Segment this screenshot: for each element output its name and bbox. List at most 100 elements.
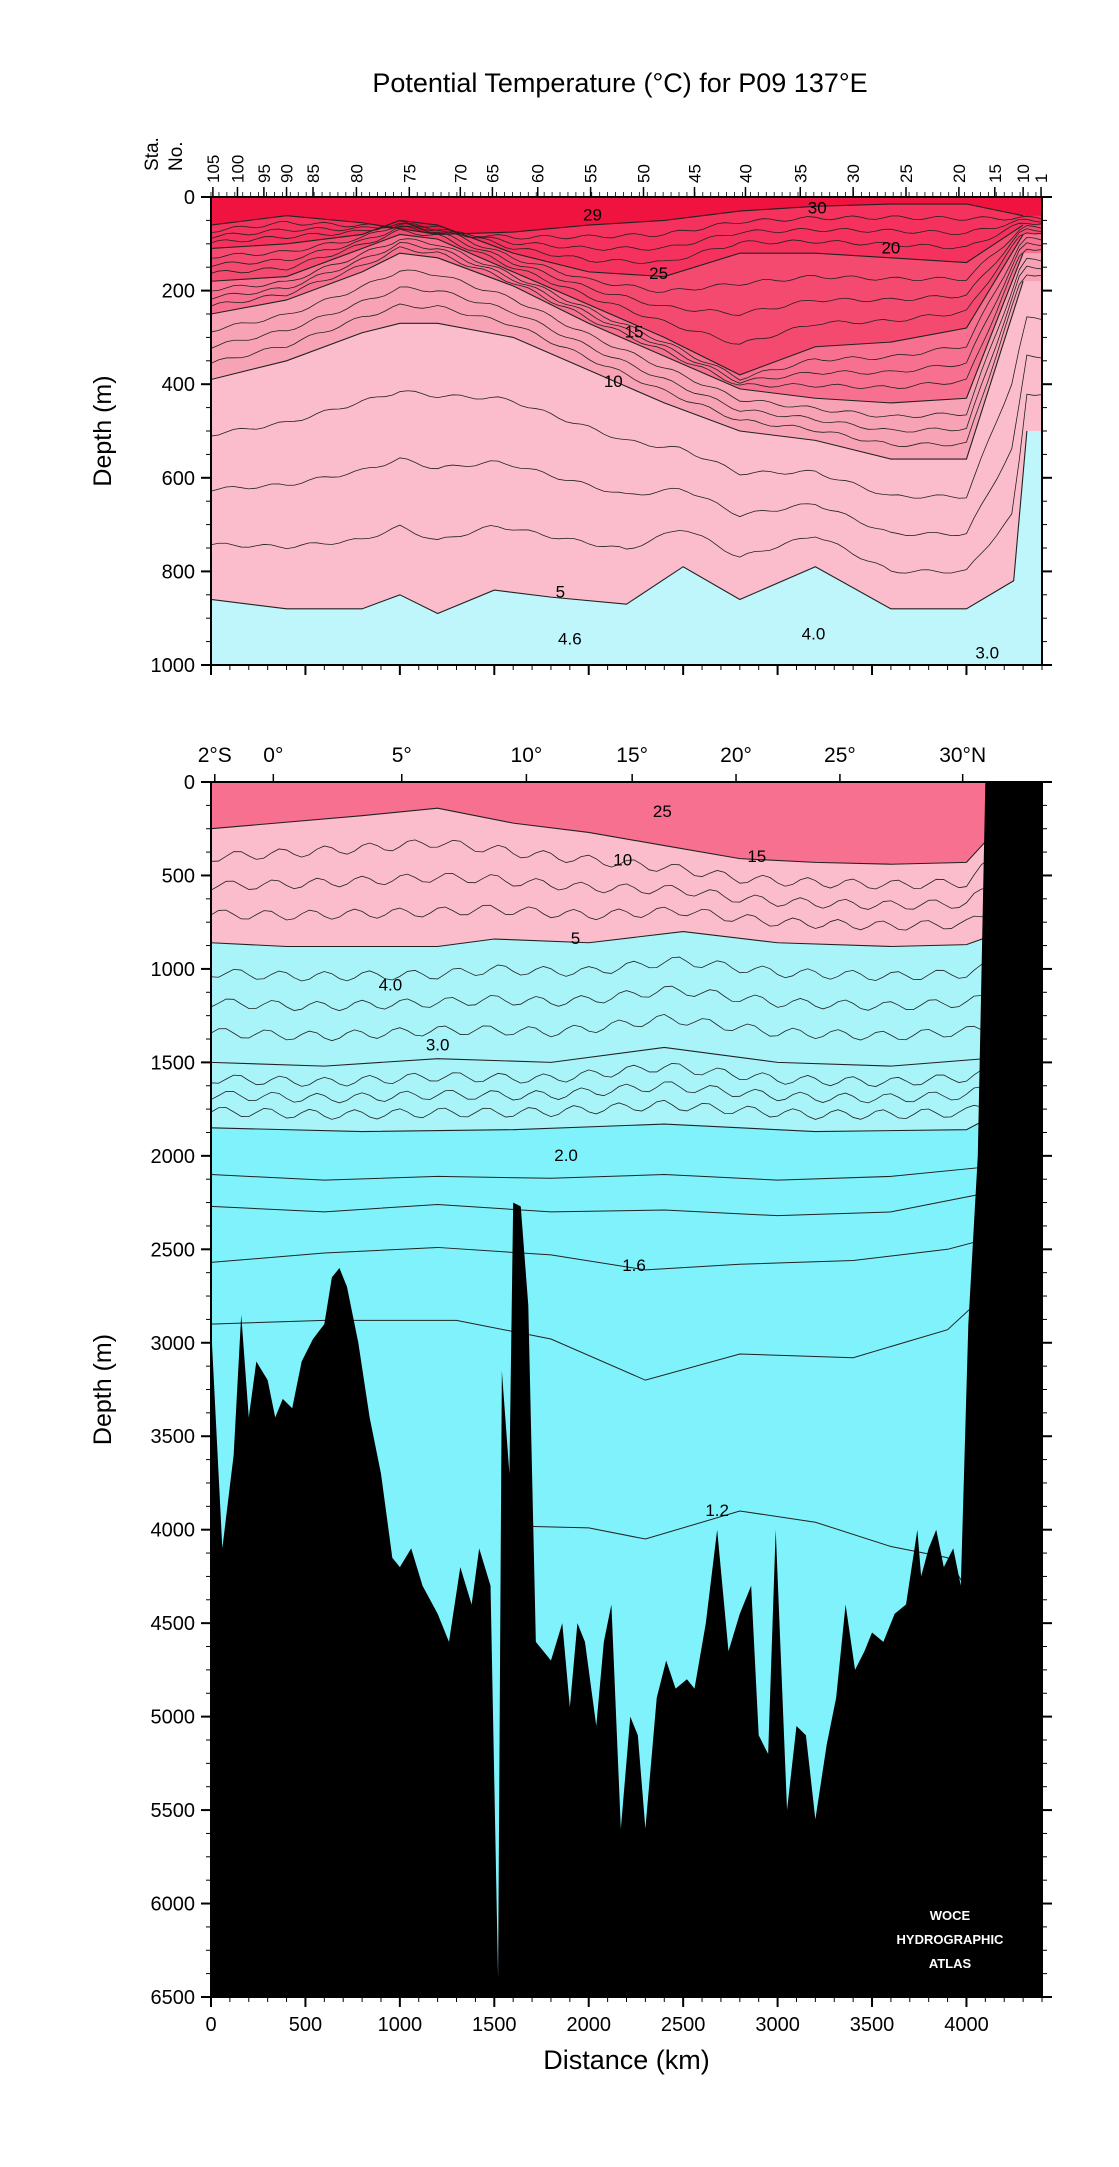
y-tick-label: 6500 bbox=[151, 1987, 196, 2009]
lower-contour-line bbox=[211, 1049, 1042, 1104]
lower-contour-line bbox=[211, 811, 1042, 890]
station-number-label: 70 bbox=[451, 164, 470, 183]
contour-label: 5 bbox=[556, 582, 565, 601]
x-tick-label: 0 bbox=[205, 2014, 216, 2036]
upper-contour-25 bbox=[211, 219, 1024, 278]
y-tick-label: 0 bbox=[184, 772, 195, 794]
x-tick-label: 3000 bbox=[755, 2014, 800, 2036]
station-number-label: 50 bbox=[634, 164, 653, 183]
contour-label: 1.2 bbox=[705, 1501, 729, 1520]
latitude-label: 15° bbox=[616, 744, 648, 767]
station-number-label: 1 bbox=[1032, 174, 1051, 183]
contour-label: 20 bbox=[881, 238, 900, 257]
y-tick-label: 200 bbox=[162, 281, 195, 303]
contour-label: 29 bbox=[583, 206, 602, 225]
station-number-label: 20 bbox=[950, 164, 969, 183]
lower-contour-line bbox=[211, 1155, 1024, 1217]
upper-contour-10 bbox=[211, 281, 1024, 460]
contour-label: 15 bbox=[625, 323, 644, 342]
contour-label: 3.0 bbox=[975, 643, 999, 662]
contour-label: 5 bbox=[571, 929, 580, 948]
station-number-label: 85 bbox=[304, 164, 323, 183]
upper-contour-line bbox=[211, 246, 1042, 390]
latitude-label: 10° bbox=[511, 744, 543, 767]
upper-contour-line bbox=[211, 223, 1042, 293]
lower-contour-line bbox=[211, 895, 1042, 982]
station-number-label: 40 bbox=[736, 164, 755, 183]
station-number-label: 65 bbox=[483, 164, 502, 183]
upper-contour-20 bbox=[211, 233, 1024, 376]
latitude-label: 2°S bbox=[198, 744, 232, 767]
contour-label: 4.0 bbox=[379, 976, 403, 995]
x-tick-label: 500 bbox=[289, 2014, 322, 2036]
station-number-label: 35 bbox=[791, 164, 810, 183]
y-tick-label: 3500 bbox=[151, 1426, 196, 1448]
lower-contour-line bbox=[211, 1118, 1024, 1181]
y-tick-label: 3000 bbox=[151, 1333, 196, 1355]
upper-contour-line bbox=[211, 316, 1042, 499]
watermark-line-1: WOCE bbox=[930, 1908, 971, 1923]
contour-label: 2.0 bbox=[554, 1146, 578, 1165]
y-tick-label: 5500 bbox=[151, 1800, 196, 1822]
lower-contour-3 bbox=[211, 1005, 1024, 1067]
lower-contour-line bbox=[211, 932, 1042, 1012]
station-number-label: 55 bbox=[582, 164, 601, 183]
lower-contour-2.2 bbox=[211, 1099, 1024, 1133]
lower-contour-line bbox=[211, 1276, 1005, 1381]
lower-contour-15 bbox=[211, 800, 1024, 865]
upper-contour-line bbox=[211, 228, 1042, 345]
x-tick-label: 4000 bbox=[944, 2014, 989, 2036]
station-number-label: 80 bbox=[347, 164, 366, 183]
y-tick-label: 4000 bbox=[151, 1520, 196, 1542]
y-tick-label: 1500 bbox=[151, 1052, 196, 1074]
contour-label: 3.0 bbox=[426, 1036, 450, 1055]
y-tick-label: 500 bbox=[162, 865, 195, 887]
latitude-label: 20° bbox=[720, 744, 752, 767]
upper-contour-line bbox=[211, 257, 1042, 418]
lower-contour-line bbox=[211, 972, 1042, 1042]
contour-label: 10 bbox=[604, 372, 623, 391]
station-number-label: 25 bbox=[897, 164, 916, 183]
station-number-label: 105 bbox=[204, 155, 223, 183]
upper-contour-line bbox=[211, 393, 1042, 574]
station-number-label: 15 bbox=[986, 164, 1005, 183]
station-number-label: 10 bbox=[1014, 164, 1033, 183]
y-tick-label: 5000 bbox=[151, 1707, 196, 1729]
x-tick-label: 2000 bbox=[566, 2014, 611, 2036]
station-number-label: 90 bbox=[278, 164, 297, 183]
y-tick-label: 2000 bbox=[151, 1146, 196, 1168]
y-tick-label: 0 bbox=[184, 187, 195, 209]
station-number-label: 95 bbox=[255, 164, 274, 183]
upper-contour-line bbox=[211, 242, 1042, 384]
x-tick-label: 1500 bbox=[472, 2014, 517, 2036]
watermark-line-2: HYDROGRAPHIC bbox=[897, 1932, 1005, 1947]
lower-contour-line bbox=[211, 1075, 1042, 1120]
upper-contour-line bbox=[211, 274, 1042, 447]
station-number-label: 100 bbox=[228, 155, 247, 183]
y-tick-label: 400 bbox=[162, 374, 195, 396]
x-tick-label: 1000 bbox=[378, 2014, 423, 2036]
watermark-line-3: ATLAS bbox=[929, 1956, 972, 1971]
lower-contour-line bbox=[211, 851, 1042, 931]
y-tick-label: 2500 bbox=[151, 1239, 196, 1261]
contour-label: 25 bbox=[653, 802, 672, 821]
upper-contour-line bbox=[211, 220, 1042, 265]
upper-contour-line bbox=[211, 225, 1042, 316]
contour-label: 4.0 bbox=[802, 625, 826, 644]
latitude-label: 25° bbox=[824, 744, 856, 767]
x-tick-label: 2500 bbox=[661, 2014, 706, 2036]
chart-title: Potential Temperature (°C) for P09 137°E bbox=[372, 68, 867, 98]
upper-contour-29 bbox=[211, 203, 1024, 235]
y-tick-label: 6000 bbox=[151, 1894, 196, 1916]
lower-contour-line bbox=[211, 1233, 1005, 1271]
lower-y-axis-label: Depth (m) bbox=[89, 1334, 117, 1445]
latitude-label: 30°N bbox=[939, 744, 986, 767]
latitude-label: 5° bbox=[392, 744, 412, 767]
contour-label: 30 bbox=[808, 199, 827, 218]
lower-plot-area: 25 10 15 5 4.0 3.0 2.0 1.6 1.2 bbox=[211, 782, 1042, 1997]
station-number-label: 45 bbox=[685, 164, 704, 183]
lower-contour-line bbox=[211, 829, 1042, 910]
contour-label: 15 bbox=[747, 847, 766, 866]
